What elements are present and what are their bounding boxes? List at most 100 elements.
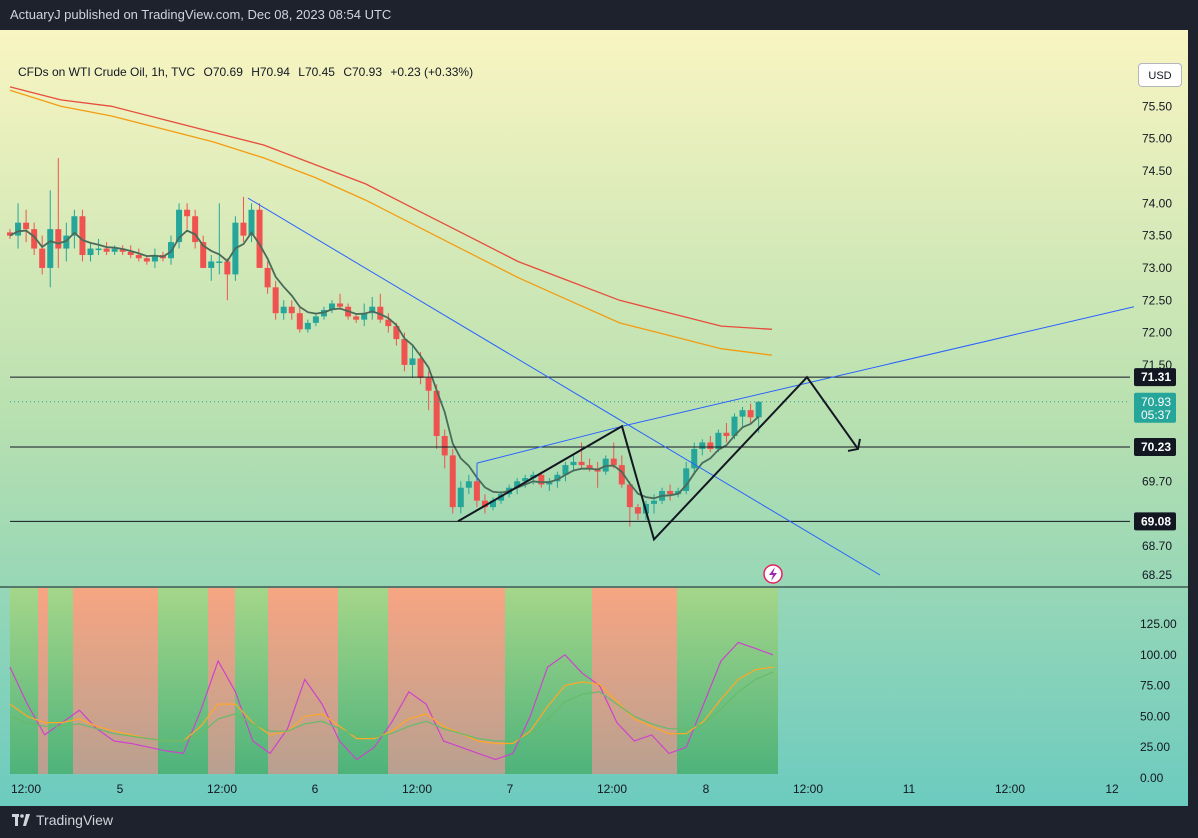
legend-open: O70.69 [203,65,243,79]
currency-button[interactable]: USD [1138,63,1182,87]
candle [570,455,577,472]
level-price-label: 71.31 [1134,368,1176,387]
arrow-head [847,438,861,452]
indicator-zone [505,588,592,774]
ascending-trendline-right [621,306,1135,427]
indicator-zone [48,588,73,774]
legend-low: L70.45 [298,65,335,79]
indicator-zone [10,588,38,774]
time-tick-label: 7 [507,782,514,796]
indicator-zone [388,588,505,774]
candle [481,494,488,514]
candle [135,248,142,262]
candle [103,242,110,256]
chart-legend: CFDs on WTI Crude Oil, 1h, TVC O70.69 H7… [18,65,478,79]
indicator-axis: 125.00 100.00 75.00 50.00 25.00 0.00 [1140,617,1177,785]
price-tick-label: 75.50 [1142,99,1172,113]
moving-average-lines [9,86,773,356]
candle [715,429,722,453]
svg-text:71.31: 71.31 [1141,370,1171,384]
candle [240,196,247,243]
candle [71,209,78,249]
time-axis[interactable]: 12:00 5 12:00 6 12:00 7 12:00 8 12:00 11 12:00 12 [11,782,1119,796]
brand[interactable]: TradingView [12,812,113,828]
indicator-tick-label: 25.00 [1140,740,1170,754]
price-tick-label: 69.70 [1142,474,1172,488]
candle [634,503,641,521]
candle [465,474,472,495]
indicator-zone [268,588,338,774]
candle [683,461,690,495]
tradingview-logo-icon [12,814,30,826]
candle [151,248,158,268]
chart-frame[interactable]: 76.0075.5075.0074.5074.0073.5073.0072.50… [0,30,1188,806]
candle [441,429,448,469]
candle [739,406,746,427]
time-tick-label: 12:00 [11,782,41,796]
candle [329,300,335,314]
indicator-tick-label: 50.00 [1140,709,1170,723]
candle [192,209,199,249]
candle [224,258,231,301]
countdown-label: 05:37 [1141,408,1171,422]
time-tick-label: 6 [312,782,319,796]
candle [79,209,86,262]
candle [264,261,271,294]
indicator-zone [73,588,158,774]
candle [272,280,279,320]
candle [473,478,480,508]
candle [747,403,754,424]
indicator-zone [677,588,778,774]
time-tick-label: 5 [117,782,124,796]
publisher-text: ActuaryJ published on TradingView.com, D… [10,7,392,22]
candle [256,203,263,268]
candle [409,345,416,378]
indicator-zone [158,588,208,774]
price-tick-label: 73.50 [1142,229,1172,243]
svg-text:70.93: 70.93 [1141,395,1171,409]
price-tick-label: 72.50 [1142,293,1172,307]
candle [119,245,126,256]
candle [361,303,368,327]
top-bar: ActuaryJ published on TradingView.com, D… [0,0,1198,30]
drawings [247,197,1135,576]
candle [723,423,730,443]
time-tick-label: 12:00 [995,782,1025,796]
indicator-line [9,641,774,761]
price-tick-label: 73.00 [1142,261,1172,275]
indicator-tick-label: 0.00 [1140,771,1164,785]
candle [280,300,287,320]
price-tick-label: 75.00 [1142,132,1172,146]
svg-text:69.08: 69.08 [1141,514,1171,528]
indicator-zones [10,588,778,774]
level-price-label: 69.08 [1134,512,1176,531]
time-tick-label: 12:00 [402,782,432,796]
time-tick-label: 12:00 [597,782,627,796]
legend-high: H70.94 [251,65,290,79]
candle [176,203,183,249]
candle [208,255,215,281]
ascending-trendline-left [476,425,623,464]
price-axis[interactable]: 76.0075.5075.0074.5074.0073.5073.0072.50… [1134,67,1176,582]
candle [95,238,102,256]
flash-icon[interactable] [763,564,783,584]
ema-line [9,229,760,500]
time-tick-label: 12 [1105,782,1119,796]
candle [15,203,22,249]
candle [691,442,698,475]
level-price-label: 70.23 [1134,438,1176,457]
candle [200,235,207,268]
indicator-line [9,666,774,745]
chart-canvas[interactable]: 76.0075.5075.0074.5074.0073.5073.0072.50… [0,30,1188,806]
candle [39,235,46,275]
indicator-tick-label: 75.00 [1140,679,1170,693]
candlesticks [7,158,762,527]
indicator-zone [38,588,48,774]
candle [47,190,54,288]
indicator-line [9,671,774,742]
candle [538,471,545,488]
price-tick-label: 74.00 [1142,196,1172,210]
candle [385,313,392,333]
candle [457,481,464,514]
